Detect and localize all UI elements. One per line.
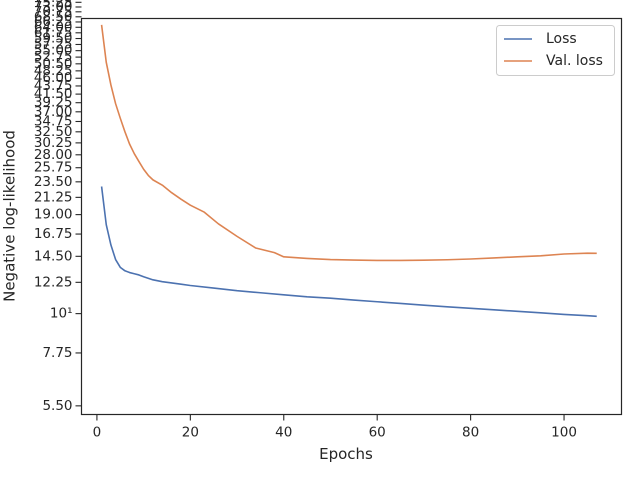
x-axis-label: Epochs: [319, 445, 373, 463]
y-tick-label: 25.75: [34, 160, 73, 176]
y-tick-label: 59.50: [34, 31, 73, 47]
y-tick-label: 16.75: [34, 226, 73, 242]
legend-box: [496, 25, 615, 76]
legend-label: Loss: [546, 31, 577, 47]
legend-label: Val. loss: [546, 53, 603, 69]
legend: Loss Val. loss: [496, 25, 615, 76]
y-tick-label: 75.25: [34, 0, 73, 10]
y-tick-label: 10¹: [50, 306, 73, 322]
y-tick-label: 50.50: [34, 56, 73, 72]
y-tick-label: 66.25: [34, 14, 73, 30]
y-tick-label: 41.50: [34, 86, 73, 102]
y-tick-label: 46.00: [34, 70, 73, 86]
x-tick-label: 20: [182, 425, 199, 441]
y-tick-label: 52.75: [34, 49, 73, 65]
y-tick-label: 7.75: [42, 345, 72, 361]
series-line-loss: [100, 186, 597, 318]
y-tick-label: 32.50: [34, 124, 73, 140]
y-tick-label: 64.00: [34, 19, 73, 35]
series-line-val-loss: [100, 24, 597, 262]
y-tick-label: 43.75: [34, 78, 73, 94]
x-axis-ticks: 0 20 40 60 80 100: [93, 414, 577, 441]
y-tick-label: 14.50: [34, 248, 73, 264]
y-tick-label: 12.25: [34, 274, 73, 290]
y-tick-label: 70.75: [34, 4, 73, 20]
y-tick-label: 79.75: [34, 0, 73, 1]
y-tick-label: 73.00: [34, 0, 73, 15]
x-tick-label: 80: [462, 425, 479, 441]
y-tick-label: 5.50: [42, 398, 72, 414]
y-tick-label: 68.50: [34, 9, 73, 25]
y-tick-label: 28.00: [34, 147, 73, 163]
y-tick-label: 48.25: [34, 63, 73, 79]
y-tick-label: 37.00: [34, 104, 73, 120]
y-axis-ticks: 5.50 7.75 10¹ 12.25 14.50 16.75 19.00 21.2523.5…: [34, 0, 82, 414]
y-tick-label: 23.50: [34, 174, 73, 190]
y-tick-label: 77.50: [34, 0, 73, 6]
y-axis-label: Negative log-likelihood: [1, 130, 19, 302]
series-lines: [100, 24, 597, 318]
y-tick-label: 34.75: [34, 113, 73, 129]
y-tick-label: 57.25: [34, 36, 73, 52]
y-tick-label: 21.25: [34, 189, 73, 205]
y-tick-label: 19.00: [34, 207, 73, 223]
y-tick-label: 39.25: [34, 95, 73, 111]
y-tick-label: 61.75: [34, 25, 73, 41]
x-tick-label: 60: [369, 425, 386, 441]
x-tick-label: 40: [275, 425, 292, 441]
x-tick-label: 0: [93, 425, 102, 441]
y-tick-label: 55.00: [34, 43, 73, 59]
x-tick-label: 100: [551, 425, 577, 441]
plot-frame: [80, 17, 623, 416]
y-tick-label: 30.25: [34, 135, 73, 151]
